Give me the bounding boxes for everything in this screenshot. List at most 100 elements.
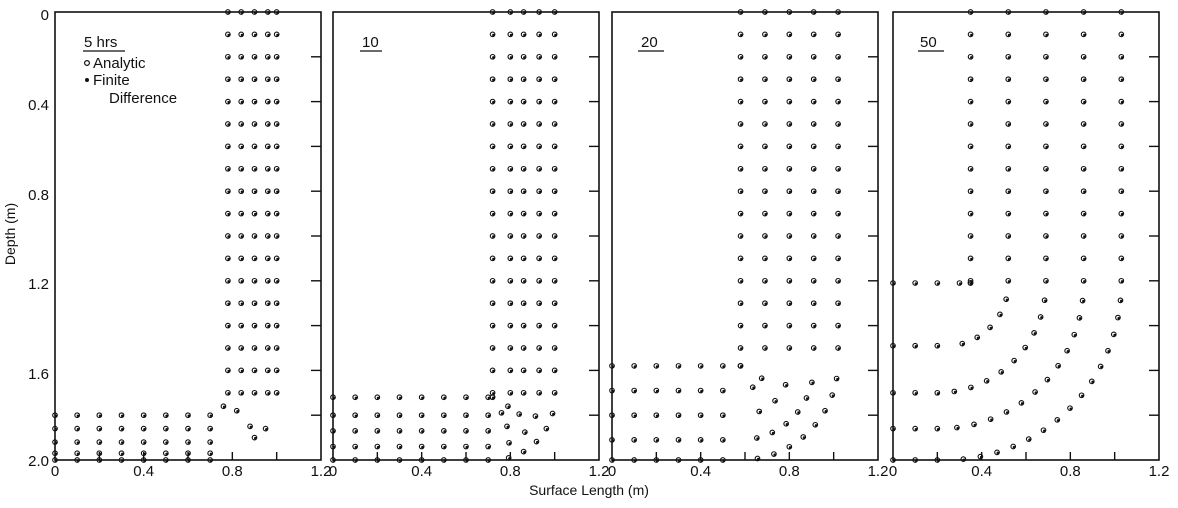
data-point	[140, 412, 147, 419]
data-point	[1105, 347, 1111, 354]
finite-difference-point	[1120, 78, 1124, 82]
data-point	[238, 367, 245, 374]
finite-difference-point	[538, 33, 542, 37]
analytic-point	[631, 363, 638, 369]
analytic-point	[273, 210, 280, 217]
finite-difference-point	[523, 212, 526, 216]
x-tick-labels: 0 0.4 0.8 1.20 0.4 0.8 1.20 0.4 0.8 1.2 0 0.4 0.8 1.2	[51, 463, 1170, 480]
data-point	[1064, 347, 1070, 354]
finite-difference-point	[254, 190, 257, 194]
data-point	[162, 439, 169, 445]
finite-difference-point	[700, 365, 703, 368]
finite-difference-point	[813, 168, 816, 171]
finite-difference-point	[421, 396, 424, 400]
finite-difference-point	[76, 441, 80, 444]
finite-difference-point	[254, 347, 257, 350]
finite-difference-point	[254, 123, 257, 126]
data-point	[737, 233, 744, 239]
data-point	[507, 255, 514, 262]
analytic-point	[264, 300, 271, 307]
data-point	[485, 443, 492, 450]
finite-difference-point	[187, 441, 191, 444]
analytic-point	[264, 277, 271, 284]
analytic-point	[737, 188, 744, 195]
analytic-point	[485, 412, 492, 419]
finite-difference-point	[538, 168, 542, 171]
analytic-point	[810, 233, 817, 239]
analytic-point	[273, 98, 280, 105]
data-point	[609, 363, 615, 369]
data-point	[719, 457, 726, 463]
analytic-point	[653, 387, 660, 394]
data-point	[520, 188, 527, 195]
finite-difference-point	[837, 123, 841, 126]
data-point	[737, 53, 744, 60]
data-point	[162, 450, 169, 457]
data-point	[251, 389, 258, 396]
data-point	[489, 9, 496, 15]
analytic-point	[762, 165, 768, 172]
finite-difference-point	[509, 11, 513, 14]
analytic-point	[835, 121, 841, 127]
finite-difference-point	[376, 430, 380, 433]
analytic-point	[352, 457, 359, 463]
data-point	[251, 98, 258, 105]
finite-difference-point	[492, 33, 495, 37]
finite-difference-point	[554, 190, 557, 194]
data-point	[653, 363, 660, 369]
analytic-point	[238, 121, 245, 127]
analytic-point	[835, 31, 841, 38]
analytic-point	[835, 255, 841, 262]
data-point	[786, 345, 793, 351]
analytic-point	[507, 143, 514, 150]
analytic-point	[812, 421, 819, 428]
analytic-point	[1041, 297, 1048, 304]
data-point	[273, 300, 280, 307]
finite-difference-point	[1083, 11, 1086, 14]
analytic-point	[967, 98, 974, 105]
finite-difference-point	[121, 414, 124, 418]
analytic-point	[675, 436, 682, 443]
finite-difference-point	[773, 453, 777, 456]
analytic-point	[507, 121, 514, 127]
finite-difference-point	[492, 392, 495, 395]
data-point	[238, 389, 245, 396]
data-point	[96, 439, 103, 445]
finite-difference-point	[554, 347, 557, 350]
analytic-point	[675, 363, 682, 369]
analytic-point	[1088, 378, 1095, 385]
analytic-point	[994, 449, 1000, 456]
analytic-point	[264, 345, 271, 351]
analytic-point	[96, 439, 103, 445]
finite-difference-point	[227, 235, 230, 238]
data-point	[273, 233, 280, 239]
data-point	[536, 322, 543, 329]
data-point	[489, 165, 496, 172]
analytic-point	[772, 397, 778, 404]
analytic-point	[997, 311, 1003, 318]
data-point	[264, 9, 271, 15]
analytic-point	[762, 277, 768, 284]
data-point	[273, 76, 280, 83]
data-point	[551, 367, 558, 374]
data-point	[273, 345, 280, 351]
finite-difference-point	[764, 123, 768, 126]
data-point	[536, 233, 543, 239]
data-point	[1043, 165, 1049, 172]
analytic-point	[273, 143, 280, 150]
finite-difference-point	[914, 427, 918, 431]
finite-difference-point	[1007, 145, 1011, 149]
analytic-point	[1118, 9, 1125, 15]
analytic-point	[536, 322, 543, 329]
finite-difference-point	[700, 439, 703, 442]
finite-difference-point	[1045, 56, 1049, 59]
data-point	[207, 457, 214, 463]
analytic-point	[251, 31, 258, 38]
analytic-point	[1032, 389, 1038, 395]
data-point	[786, 76, 793, 83]
analytic-point	[264, 76, 271, 83]
analytic-point	[162, 412, 169, 419]
analytic-point	[220, 403, 227, 410]
analytic-point	[251, 188, 258, 195]
data-point	[238, 210, 245, 217]
